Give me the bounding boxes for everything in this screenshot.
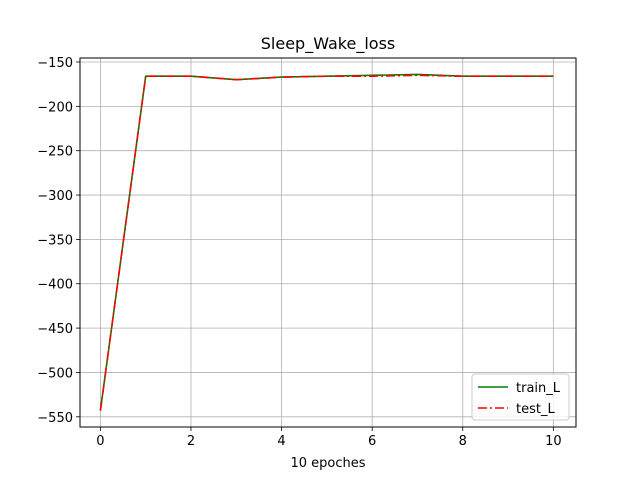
series-line-test-l — [99, 74, 554, 411]
legend: train_L test_L — [471, 373, 570, 421]
x-axis-ticks: 0 2 4 6 8 10 — [96, 427, 562, 449]
x-tick-label: 2 — [187, 434, 195, 449]
x-tick-label: 6 — [368, 434, 376, 449]
x-tick-label: 0 — [96, 434, 104, 449]
y-tick-label: −300 — [37, 189, 73, 204]
plot-frame — [79, 57, 577, 428]
y-tick-label: −550 — [37, 411, 73, 426]
x-tick-label: 10 — [545, 434, 562, 449]
y-tick-label: −450 — [37, 322, 73, 337]
legend-label: train_L — [516, 381, 561, 396]
legend-label: test_L — [516, 402, 555, 417]
chart-title: Sleep_Wake_loss — [261, 34, 396, 54]
series-lines — [99, 73, 554, 411]
y-tick-label: −350 — [37, 233, 73, 248]
y-tick-label: −200 — [37, 100, 73, 115]
y-tick-label: −500 — [37, 366, 73, 381]
x-tick-label: 8 — [459, 434, 467, 449]
y-axis-ticks: −550 −500 −450 −400 −350 −300 −250 −200 −150 — [37, 56, 80, 426]
x-tick-label: 4 — [277, 434, 285, 449]
grid-lines — [80, 58, 576, 427]
y-tick-label: −400 — [37, 278, 73, 293]
y-tick-label: −250 — [37, 145, 73, 160]
x-axis-label: 10 epoches — [290, 456, 365, 471]
y-tick-label: −150 — [37, 56, 73, 71]
